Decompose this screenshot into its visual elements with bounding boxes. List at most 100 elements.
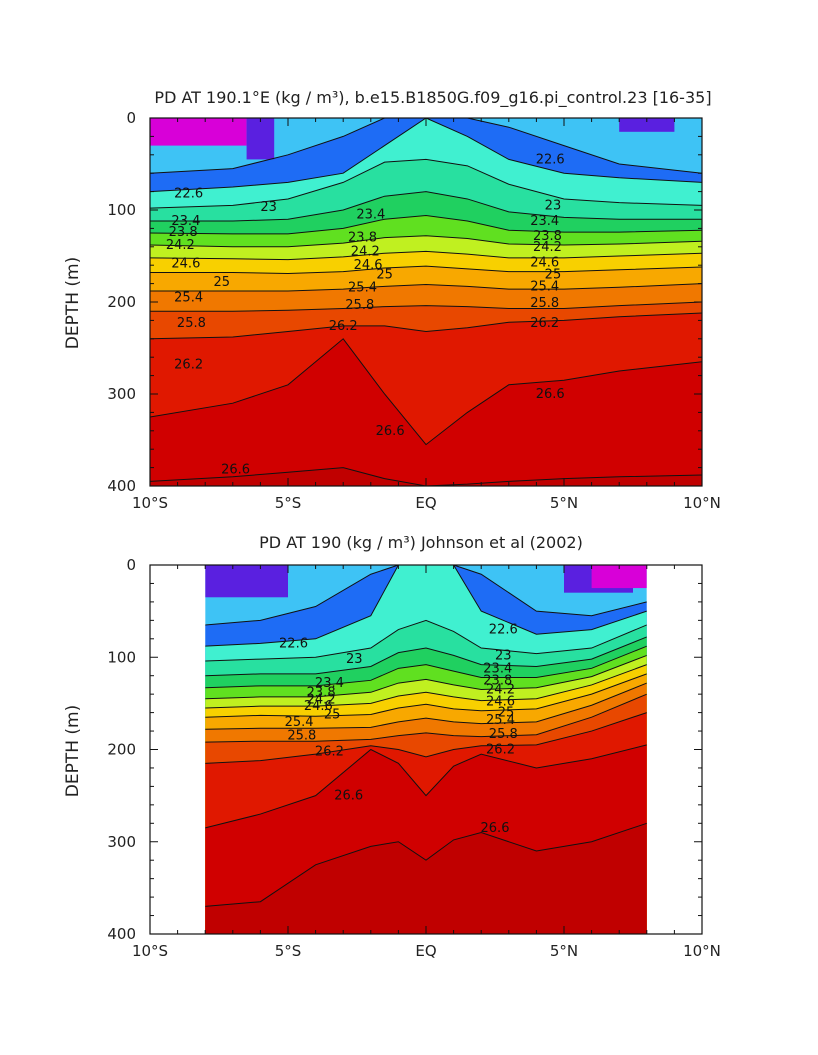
contour-line: [150, 338, 702, 446]
contour-label: 23.8: [169, 225, 198, 240]
contour-label: 22.6: [489, 623, 518, 638]
x-tick-label: 10°S: [132, 494, 168, 512]
contour-line: [150, 467, 702, 486]
contour-label: 25: [324, 707, 341, 722]
x-tick-label: 10°N: [683, 942, 721, 960]
contour-label: 24.2: [166, 238, 195, 253]
contour-label: 26.2: [174, 358, 203, 373]
contour-label: 23.8: [348, 231, 377, 246]
contour-label: 23.4: [171, 214, 200, 229]
surface-pool: [205, 565, 288, 598]
contour-label: 25: [498, 706, 515, 721]
contour-label: 22.6: [174, 186, 203, 201]
contour-line: [205, 654, 647, 700]
x-tick-label: 10°N: [683, 494, 721, 512]
contour-label: 23.4: [483, 661, 512, 676]
contour-label: 26.2: [315, 744, 344, 759]
contour-label: 22.6: [536, 152, 565, 167]
y-axis-title: DEPTH (m): [63, 257, 83, 349]
contour-label: 24.6: [354, 258, 383, 273]
contour-label: 26.6: [481, 821, 510, 836]
y-tick-label: 100: [107, 201, 136, 219]
contour-label: 26.6: [376, 424, 405, 439]
axes: 10°S 5°S EQ 5°N 10°N 0 100 200 300 400: [107, 556, 721, 960]
x-tick-label: 5°S: [275, 942, 302, 960]
contour-label: 24.6: [486, 695, 515, 710]
y-tick-label: 300: [107, 385, 136, 403]
x-tick-label: EQ: [415, 494, 436, 512]
contour-label: 25.8: [177, 316, 206, 331]
contour-line: [150, 118, 702, 193]
contour-label: 23.8: [307, 685, 336, 700]
contour-line: [205, 565, 647, 647]
contour-line: [205, 682, 647, 730]
surface-pool: [246, 118, 275, 160]
plot-area: 22.62323.423.824.224.62525.425.826.226.6…: [150, 118, 702, 486]
contour-line: [205, 619, 647, 662]
contour-label: 26.6: [221, 462, 250, 477]
chart-panel-observations: PD AT 190 (kg / m³) Johnson et al (2002)…: [63, 533, 721, 960]
contour-label: 24.6: [304, 699, 333, 714]
x-tick-label: 5°N: [550, 942, 578, 960]
contour-label: 23.8: [483, 673, 512, 688]
contour-label: 25.4: [348, 280, 377, 295]
contour-line: [150, 250, 702, 261]
contour-label: 23: [260, 200, 277, 215]
contour-line: [205, 693, 647, 743]
contour-label: 24.6: [530, 255, 559, 270]
contour-label: 26.2: [329, 319, 358, 334]
contour-label: 24.6: [171, 256, 200, 271]
contour-label: 23.8: [533, 229, 562, 244]
surface-pool: [150, 118, 247, 146]
x-tick-label: 5°S: [275, 494, 302, 512]
contour-line: [150, 301, 702, 312]
contour-line: [205, 565, 647, 626]
contour-line: [150, 118, 702, 174]
contour-label: 25.8: [287, 729, 316, 744]
contour-line: [205, 744, 647, 829]
y-tick-label: 0: [126, 109, 136, 127]
contour-line: [205, 636, 647, 677]
contour-line: [205, 673, 647, 718]
contour-line: [205, 664, 647, 709]
y-axis-title: DEPTH (m): [63, 705, 83, 797]
density-band: [150, 338, 702, 486]
contour-label: 23.4: [530, 214, 559, 229]
contour-label: 22.6: [279, 636, 308, 651]
y-tick-label: 0: [126, 556, 136, 574]
contour-line: [150, 312, 702, 340]
contour-label: 24.2: [533, 240, 562, 255]
contour-line: [205, 822, 647, 907]
contour-line: [150, 158, 702, 209]
contour-label: 23: [346, 652, 363, 667]
contour-label: 25: [376, 267, 393, 282]
contour-label: 25: [213, 275, 230, 290]
chart-title: PD AT 190.1°E (kg / m³), b.e15.B1850G.f0…: [154, 88, 711, 108]
density-field: 22.62323.423.824.224.62525.425.826.226.6…: [205, 565, 647, 934]
contour-label: 24.2: [351, 244, 380, 259]
contour-line: [150, 215, 702, 235]
y-tick-label: 200: [107, 293, 136, 311]
contour-label: 26.2: [486, 743, 515, 758]
y-tick-label: 400: [107, 477, 136, 495]
axes: 10°S 5°S EQ 5°N 10°N 0 100 200 300 400: [107, 109, 721, 512]
contour-line: [150, 235, 702, 248]
contour-label: 24.2: [307, 693, 336, 708]
contour-label: 23.4: [315, 676, 344, 691]
x-tick-label: EQ: [415, 942, 436, 960]
contour-label: 26.6: [334, 789, 363, 804]
contour-label: 23.4: [356, 208, 385, 223]
contour-label: 25.4: [486, 713, 515, 728]
y-tick-label: 300: [107, 833, 136, 851]
surface-pool: [591, 565, 647, 589]
contour-label: 25.4: [174, 290, 203, 305]
contour-label: 25.8: [345, 298, 374, 313]
y-tick-label: 400: [107, 925, 136, 943]
y-tick-label: 200: [107, 741, 136, 759]
contour-label: 23: [545, 198, 562, 213]
contour-line: [150, 265, 702, 274]
contour-label: 24.2: [486, 683, 515, 698]
surface-pool: [619, 118, 675, 132]
contour-label: 25.4: [285, 715, 314, 730]
